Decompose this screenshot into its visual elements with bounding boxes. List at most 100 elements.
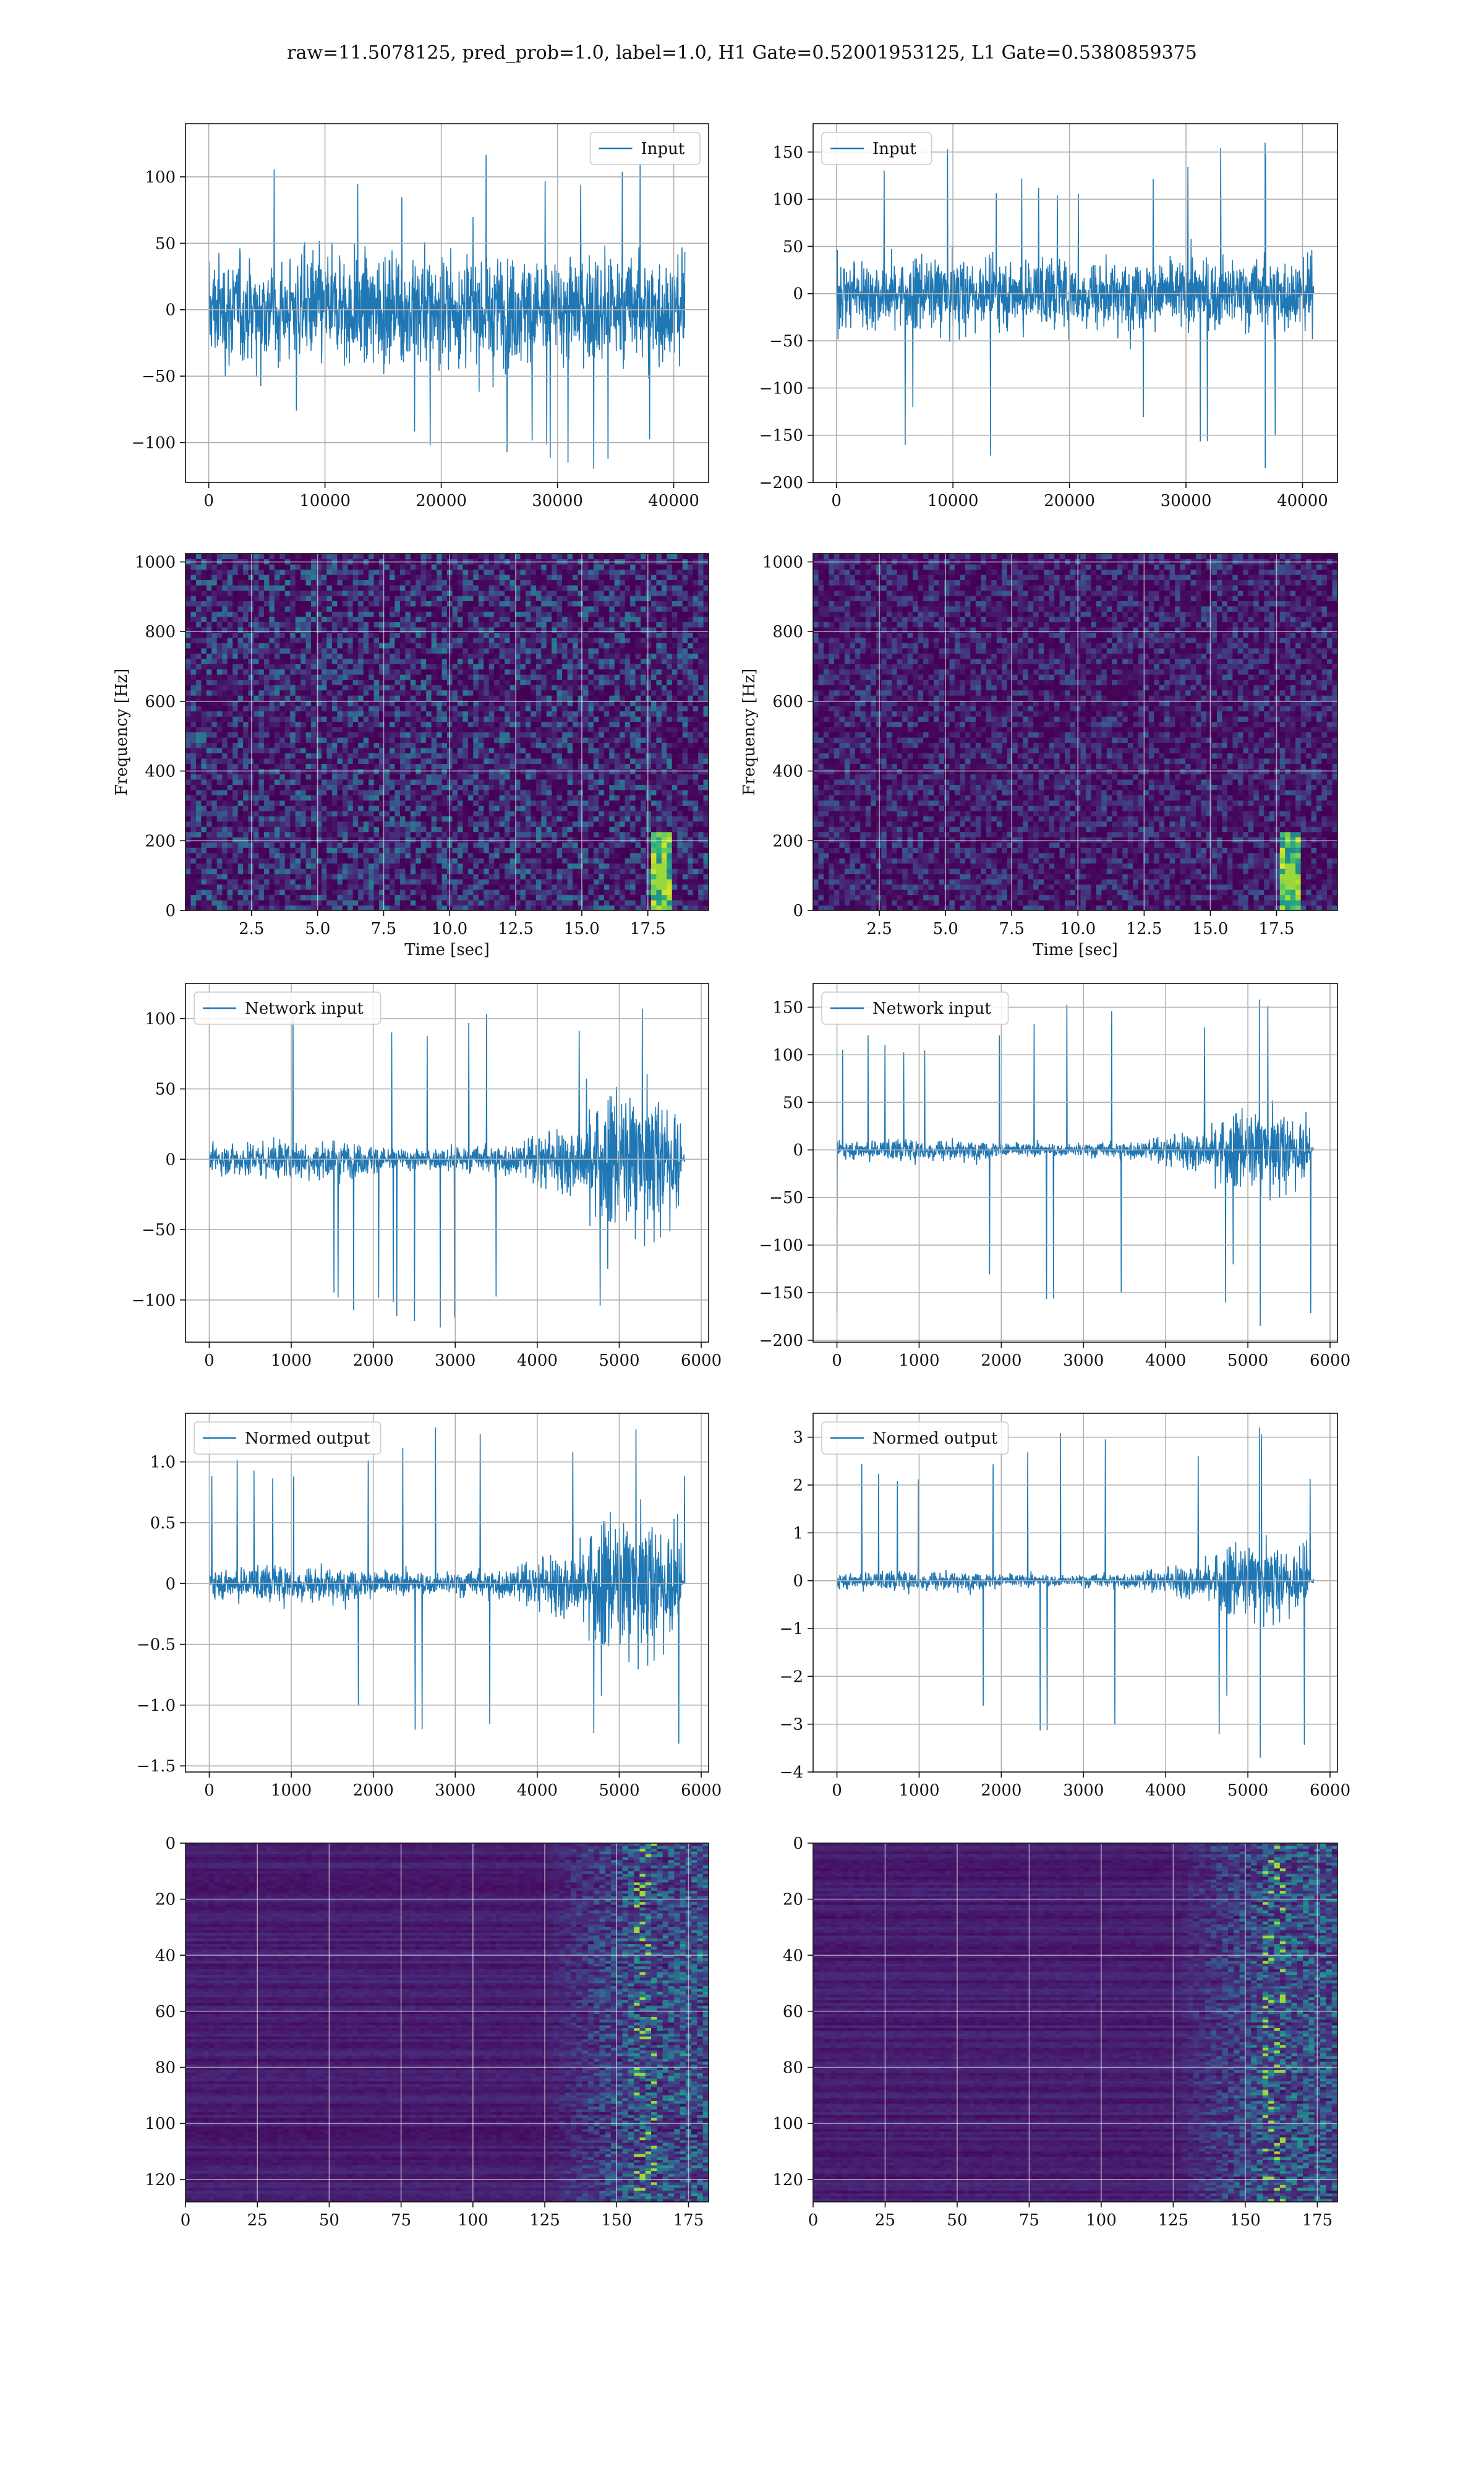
h1-spectrogram-cell [331,664,338,670]
h1-spectrogram-cell [290,632,296,638]
l1-input-panel: 0 10000 20000 30000 40000−200−150−100−500501… [759,123,1338,510]
h1-spectrogram-cell [305,658,312,664]
h1-spectrogram-cell [420,732,427,738]
h1-spectrogram-cell [457,595,463,601]
h1-spectrogram-cell [258,674,265,680]
h1-spectrogram-cell [295,563,301,570]
h1-spectrogram-cell [301,863,307,869]
h1-spectrogram-cell [337,648,343,654]
h1-spectrogram-cell [258,842,265,848]
h1-spectrogram-cell [326,810,333,816]
h1-spectrogram-cell [363,616,369,622]
h1-spectrogram-cell [384,732,390,738]
h1-spectrogram-cell [463,816,469,822]
h1-spectrogram-cell [399,747,406,754]
h1-spectrogram-cell [437,737,443,743]
h1-spectrogram-cell [321,674,328,680]
h1-spectrogram-cell [269,768,275,774]
h1-spectrogram-cell [243,574,249,581]
h1-spectrogram-cell [420,805,427,811]
h1-spectrogram-cell [520,858,526,864]
h1-spectrogram-cell [232,653,239,659]
h1-spectrogram-cell [405,810,411,816]
h1-spectrogram-cell [535,763,542,769]
h1-spectrogram-cell [211,674,218,680]
h1-spectrogram-cell [384,685,390,691]
h1-spectrogram-cell [514,826,521,833]
h1-spectrogram-cell [331,584,338,591]
h1-spectrogram-cell [186,601,192,607]
h1-spectrogram-cell [510,842,516,848]
h1-spectrogram-cell [405,732,411,738]
h1-spectrogram-cell [369,879,375,885]
h1-spectrogram-cell [222,837,228,843]
h1-spectrogram-cell [463,879,469,885]
h1-spectrogram-cell [389,580,395,586]
h1-spectrogram-cell [211,569,218,575]
h1-spectrogram-cell [552,905,558,910]
h1-spectrogram-cell [253,826,260,833]
h1-spectrogram-cell [352,653,359,659]
h1-spectrogram-cell [216,837,223,843]
h1-spectrogram-cell [399,905,406,910]
h1-spectrogram-cell [222,632,228,638]
h1-spectrogram-cell [431,669,437,675]
h1-spectrogram-cell [316,784,322,790]
h1-spectrogram-cell [186,863,192,869]
h1-spectrogram-cell [243,669,249,675]
h1-spectrogram-cell [342,795,348,801]
h1-spectrogram-cell [216,574,223,581]
h1-spectrogram-cell [514,637,521,643]
h1-spectrogram-cell [222,700,228,706]
h1-spectrogram-cell [463,653,469,659]
h1-spectrogram-cell [426,742,432,748]
h1-spectrogram-cell [535,831,542,837]
h1-spectrogram-cell [253,879,260,885]
h1-spectrogram-cell [352,826,359,833]
h1-spectrogram-cell [358,800,364,806]
h1-spectrogram-cell [379,763,385,769]
h1-spectrogram-cell [216,727,223,733]
h1-spectrogram-cell [243,590,249,596]
h1-spectrogram-cell [232,732,239,738]
h1-spectrogram-cell [437,616,443,622]
h1-spectrogram-cell [290,669,296,675]
h1-spectrogram-cell [352,868,359,875]
h1-spectrogram-cell [352,900,359,906]
h1-spectrogram-cell [420,627,427,633]
h1-spectrogram-cell [358,695,364,701]
h1-spectrogram-cell [473,637,479,643]
h1-spectrogram-cell [484,554,490,560]
h1-spectrogram-cell [478,569,484,575]
h1-spectrogram-cell [316,768,322,774]
h1-spectrogram-cell [305,569,312,575]
h1-spectrogram-cell [556,622,563,628]
h1-spectrogram-cell [186,868,192,875]
h1-spectrogram-cell [269,653,275,659]
h1-spectrogram-cell [243,758,249,764]
h1-spectrogram-cell [416,831,422,837]
h1-spectrogram-cell [420,837,427,843]
h1-spectrogram-cell [274,637,280,643]
h1-spectrogram-cell [546,879,552,885]
h1-spectrogram-cell [316,779,322,785]
h1-spectrogram-cell [201,700,207,706]
h1-spectrogram-cell [467,627,474,633]
h1-spectrogram-cell [399,884,406,890]
h1-spectrogram-cell [389,795,395,801]
h1-spectrogram-cell [505,879,511,885]
h1-spectrogram-cell [243,858,249,864]
h1-spectrogram-cell [311,584,317,591]
h1-spectrogram-cell [253,590,260,596]
h1-input-legend-label: Input [641,140,685,158]
h1-spectrogram-cell [331,690,338,696]
h1-spectrogram-cell [535,716,542,722]
h1-spectrogram-cell [410,554,416,560]
h1-spectrogram-cell [452,711,458,717]
h1-spectrogram-cell [484,622,490,628]
h1-spectrogram-cell [190,700,197,706]
h1-spectrogram-cell [227,747,233,754]
h1-spectrogram-cell [222,622,228,628]
h1-spectrogram-cell [211,727,218,733]
h1-spectrogram-cell [348,805,354,811]
